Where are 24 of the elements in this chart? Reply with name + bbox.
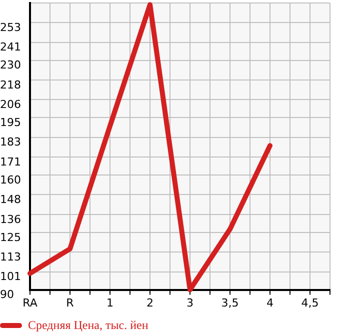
y-tick-label: 230 <box>0 58 21 72</box>
legend-label: Средняя Цена, тыс. йен <box>28 318 148 333</box>
y-tick-label: 160 <box>0 173 21 186</box>
y-tick-label: 148 <box>0 193 21 206</box>
x-tick-label: 3,5 <box>221 296 239 310</box>
y-tick-label: 183 <box>0 136 21 149</box>
y-tick-label: 125 <box>0 230 21 244</box>
y-tick-label: 206 <box>0 98 21 112</box>
x-tick-label: 4 <box>266 296 274 310</box>
y-tick-label: 90 <box>0 288 14 302</box>
y-tick-label: 171 <box>0 155 21 168</box>
x-tick-label: 2 <box>146 296 154 310</box>
x-tick-label: 4,5 <box>301 296 319 310</box>
x-tick-label: 3 <box>186 296 194 310</box>
y-tick-label: 101 <box>0 270 21 284</box>
y-tick-label: 136 <box>0 212 21 226</box>
x-tick-label: R <box>66 296 74 310</box>
y-tick-label: 218 <box>0 78 21 92</box>
y-tick-label: 113 <box>0 250 21 264</box>
y-tick-label: 195 <box>0 116 21 130</box>
y-tick-label: 253 <box>0 21 21 34</box>
y-tick-label: 241 <box>0 40 21 54</box>
x-tick-label: 1 <box>106 296 114 310</box>
x-tick-label: RA <box>22 296 38 310</box>
